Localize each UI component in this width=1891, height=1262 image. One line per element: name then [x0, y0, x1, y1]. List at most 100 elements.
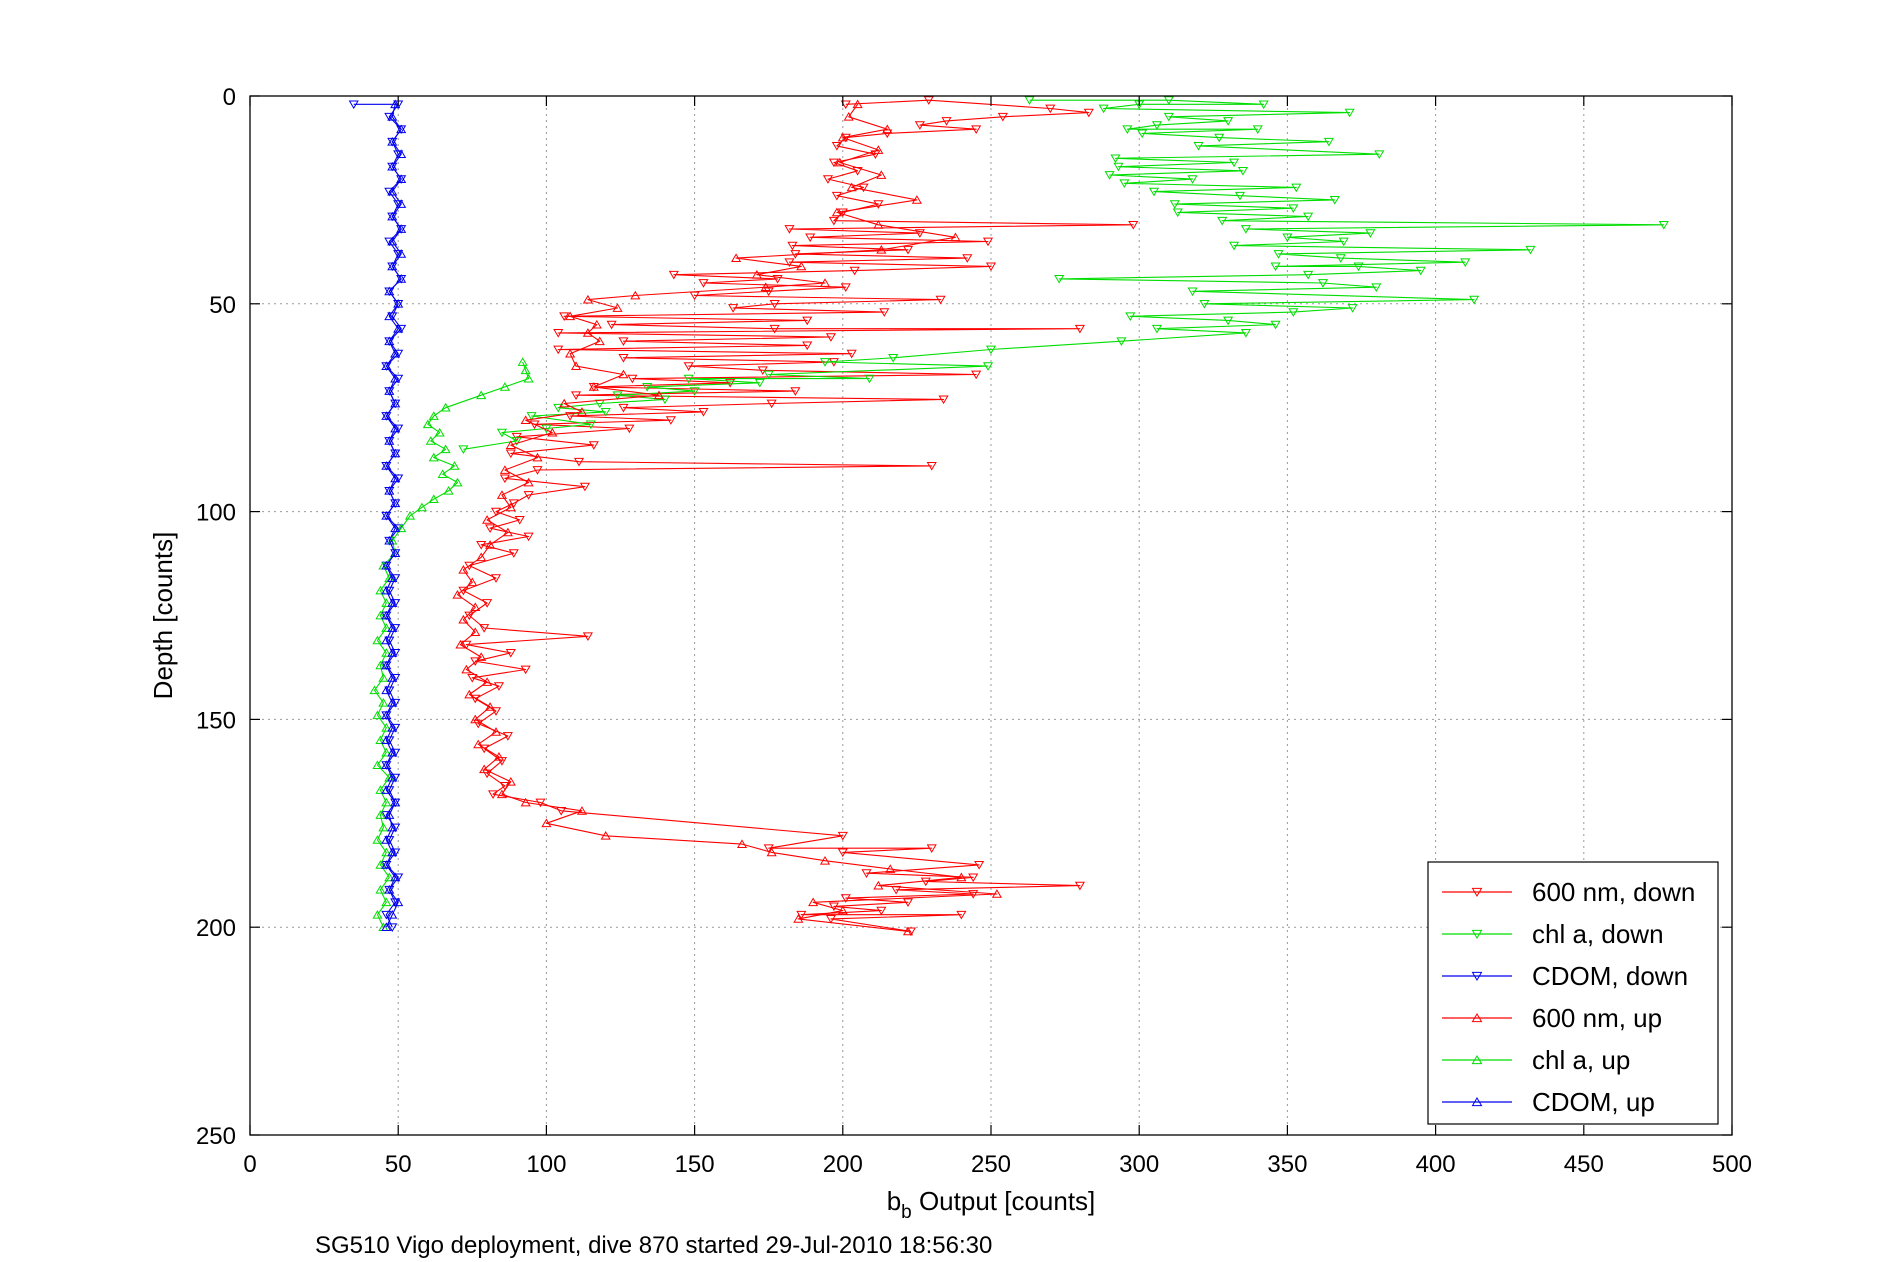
data-point — [1237, 166, 1249, 176]
series-3 — [452, 99, 1003, 936]
data-point — [1113, 162, 1124, 172]
data-point — [914, 121, 925, 130]
y-tick-label: 50 — [209, 292, 236, 319]
data-point — [911, 195, 922, 204]
data-point — [831, 191, 842, 201]
data-point — [879, 308, 890, 317]
data-point — [971, 125, 982, 135]
data-point — [393, 349, 404, 359]
data-point — [1288, 204, 1299, 213]
data-point — [1214, 133, 1225, 143]
data-point — [387, 698, 398, 707]
data-point — [935, 295, 946, 305]
data-point — [1045, 104, 1056, 114]
data-point — [725, 378, 736, 388]
data-point — [1217, 216, 1228, 226]
data-point — [997, 112, 1008, 122]
data-point — [553, 403, 564, 413]
data-point — [384, 112, 395, 122]
data-point — [1187, 287, 1198, 297]
data-point — [1128, 220, 1139, 230]
legend-swatch-marker — [1471, 1096, 1483, 1107]
data-point — [390, 872, 401, 882]
data-point — [882, 124, 893, 134]
data-point — [396, 224, 407, 233]
data-point — [757, 366, 768, 376]
data-point — [873, 200, 884, 209]
data-point — [1074, 881, 1085, 891]
data-point — [1193, 142, 1204, 151]
data-point — [618, 337, 629, 346]
data-point — [902, 245, 914, 255]
data-point — [487, 790, 499, 799]
data-point — [559, 312, 570, 322]
data-point — [381, 760, 392, 769]
data-point — [837, 132, 848, 142]
data-point — [846, 182, 857, 192]
data-point — [624, 424, 635, 434]
data-point — [461, 640, 472, 650]
data-point — [591, 319, 602, 329]
data-point — [1125, 312, 1136, 322]
data-point — [384, 535, 395, 545]
data-point — [381, 610, 392, 620]
data-point — [968, 873, 979, 883]
data-point — [467, 577, 478, 587]
data-point — [381, 560, 392, 570]
data-point — [384, 586, 395, 596]
data-point — [476, 390, 487, 400]
data-point — [582, 632, 593, 642]
data-point — [831, 142, 842, 151]
data-point — [1098, 104, 1109, 114]
data-point — [390, 373, 401, 383]
data-point — [1371, 283, 1382, 292]
data-point — [600, 407, 611, 417]
legend-swatch-marker — [1471, 971, 1483, 982]
data-point — [476, 540, 487, 550]
data-point — [464, 561, 475, 571]
y-axis-title: Depth [counts] — [148, 532, 178, 700]
data-point — [808, 897, 819, 907]
footer-caption: SG510 Vigo deployment, dive 870 started … — [315, 1232, 992, 1259]
data-point — [467, 673, 478, 683]
data-point — [384, 872, 395, 882]
data-point — [1335, 254, 1346, 263]
y-tick-label: 150 — [196, 707, 236, 734]
data-point — [452, 477, 463, 487]
data-point — [390, 797, 401, 807]
series-0 — [458, 96, 1139, 937]
data-point — [443, 486, 454, 495]
data-point — [393, 374, 404, 384]
data-point — [1122, 125, 1133, 135]
y-tick-label: 100 — [196, 500, 236, 527]
data-point — [873, 220, 884, 229]
data-point — [485, 524, 496, 533]
data-point — [982, 237, 994, 247]
data-point — [396, 149, 407, 159]
data-point — [396, 324, 407, 334]
data-point — [387, 648, 398, 657]
data-point — [1374, 150, 1385, 159]
data-point — [381, 411, 392, 420]
data-point — [576, 407, 588, 416]
data-point — [1137, 129, 1148, 139]
data-point — [784, 258, 795, 268]
data-point — [683, 374, 694, 384]
data-point — [390, 599, 401, 608]
data-point — [381, 461, 392, 470]
series-5 — [381, 99, 407, 932]
x-tick-label: 150 — [675, 1151, 715, 1178]
data-point — [837, 848, 848, 858]
data-point — [381, 860, 392, 869]
data-point — [618, 353, 629, 363]
data-point — [381, 598, 392, 607]
data-point — [502, 732, 513, 741]
data-point — [837, 831, 848, 841]
data-point — [416, 502, 427, 512]
data-point — [1163, 112, 1174, 122]
data-point — [381, 897, 392, 907]
data-point — [390, 398, 401, 408]
data-point — [384, 836, 395, 845]
data-point — [802, 316, 813, 326]
data-point — [390, 624, 401, 633]
